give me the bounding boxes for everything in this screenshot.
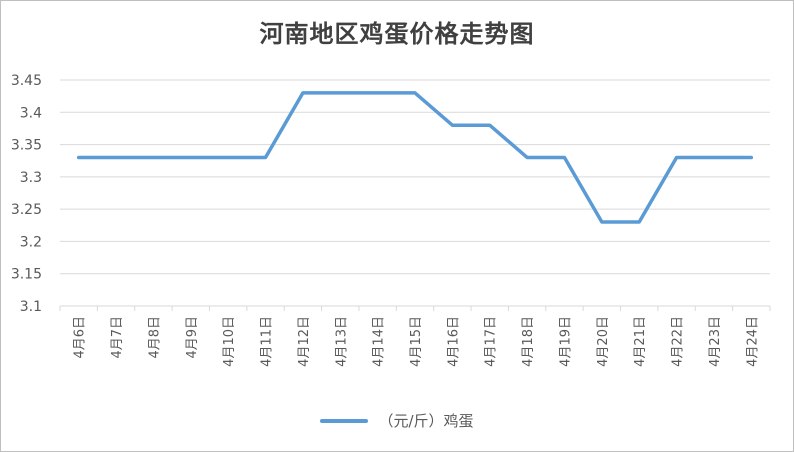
y-tick-label: 3.25 xyxy=(11,202,42,218)
x-tick-label: 4月10日 xyxy=(222,316,237,367)
y-tick-label: 3.2 xyxy=(20,234,42,250)
y-tick-label: 3.4 xyxy=(20,105,42,121)
x-tick-label: 4月19日 xyxy=(558,316,573,367)
x-tick-label: 4月20日 xyxy=(596,316,611,367)
x-tick-label: 4月15日 xyxy=(409,316,424,367)
x-tick-label: 4月13日 xyxy=(334,316,349,367)
x-tick-label: 4月18日 xyxy=(521,316,536,367)
x-tick-label: 4月21日 xyxy=(633,316,648,367)
y-tick-label: 3.35 xyxy=(11,138,42,154)
x-tick-label: 4月14日 xyxy=(372,316,387,367)
legend-label: （元/斤）鸡蛋 xyxy=(378,412,474,430)
y-tick-label: 3.45 xyxy=(11,73,42,89)
x-tick-label: 4月9日 xyxy=(185,316,200,359)
legend: （元/斤）鸡蛋 xyxy=(0,410,794,431)
x-tick-label: 4月7日 xyxy=(110,316,125,359)
chart-title: 河南地区鸡蛋价格走势图 xyxy=(259,19,535,48)
y-tick-label: 3.3 xyxy=(20,170,42,186)
x-tick-label: 4月8日 xyxy=(147,316,162,359)
x-tick-label: 4月17日 xyxy=(484,316,499,367)
legend-swatch xyxy=(320,418,369,423)
y-tick-label: 3.1 xyxy=(20,299,42,315)
x-tick-label: 4月12日 xyxy=(297,316,312,367)
series-line xyxy=(76,91,754,224)
x-tick-label: 4月22日 xyxy=(671,316,686,367)
x-tick-label: 4月11日 xyxy=(260,316,275,367)
y-tick-label: 3.15 xyxy=(11,267,42,283)
x-tick-label: 4月6日 xyxy=(73,316,88,359)
x-tick-label: 4月23日 xyxy=(708,316,723,367)
x-tick-label: 4月16日 xyxy=(446,316,461,367)
x-tick-label: 4月24日 xyxy=(745,316,760,367)
